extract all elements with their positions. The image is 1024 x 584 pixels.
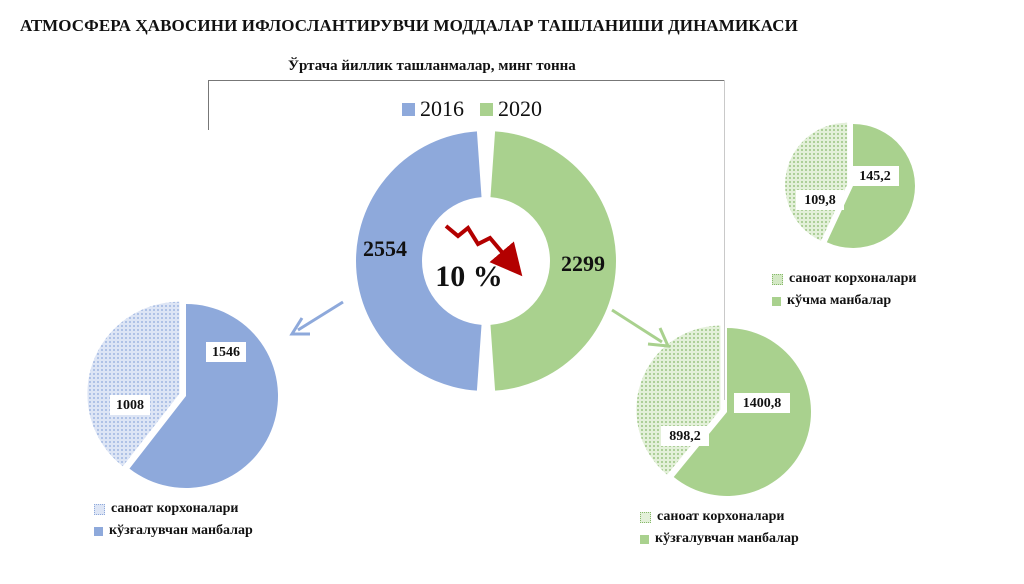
pie-chart-top-right: 109,8 145,2 xyxy=(785,122,916,249)
pie-value-label-mobile-box xyxy=(851,166,899,186)
legend-row: кўзғалувчан манбалар xyxy=(94,520,253,542)
pie-value-label-industry-box xyxy=(661,426,709,446)
legend-label-industry: саноат корхоналари xyxy=(657,509,785,524)
arrow-head-left xyxy=(289,317,310,336)
pie-value-label-industry-box xyxy=(796,190,844,210)
legend-label-2016: 2016 xyxy=(420,96,464,121)
pie-value-label-industry-box xyxy=(110,395,150,415)
frame-divider-right xyxy=(724,80,725,400)
pie-value-label-mobile: 1400,8 xyxy=(743,396,782,411)
page-title: АТМОСФЕРА ҲАВОСИНИ ИФЛОСЛАНТИРУВЧИ МОДДА… xyxy=(20,16,798,35)
legend-bottom-right: саноат корхоналари кўзғалувчан манбалар xyxy=(640,506,799,550)
arrow-to-left-pie xyxy=(297,300,344,332)
legend-swatch-industry xyxy=(640,511,651,523)
legend-row: саноат корхоналари xyxy=(640,506,799,528)
pie-value-label-industry: 1008 xyxy=(116,398,144,413)
legend-label-mobile: кўзғалувчан манбалар xyxy=(655,531,799,546)
donut-value-label-2016: 2554 xyxy=(363,236,407,261)
legend-swatch-mobile xyxy=(772,296,781,306)
legend-swatch-2020 xyxy=(480,102,493,116)
pie-value-label-mobile-box xyxy=(734,393,790,413)
legend-label-mobile: кўчма манбалар xyxy=(787,293,892,308)
legend-label-industry: саноат корхоналари xyxy=(789,271,917,286)
decrease-arrow-icon xyxy=(444,224,523,277)
legend-row: саноат корхоналари xyxy=(94,498,253,520)
connector-arrows xyxy=(289,300,671,348)
legend-item-2020: 2020 xyxy=(480,96,542,122)
legend-label-industry: саноат корхоналари xyxy=(111,501,239,516)
legend-left: саноат корхоналари кўзғалувчан манбалар xyxy=(94,498,253,542)
legend-swatch-industry xyxy=(94,503,105,515)
donut-slice-2020 xyxy=(490,131,616,391)
legend-swatch-industry xyxy=(772,273,783,285)
legend-row: кўчма манбалар xyxy=(772,290,917,312)
legend-top-right: саноат корхоналари кўчма манбалар xyxy=(772,268,917,312)
legend-label-2020: 2020 xyxy=(498,96,542,121)
legend-row: саноат корхоналари xyxy=(772,268,917,290)
donut-chart: 2554 2299 10 % xyxy=(356,131,616,391)
legend-swatch-mobile xyxy=(94,526,103,536)
legend-label-mobile: кўзғалувчан манбалар xyxy=(109,523,253,538)
change-percent-label: 10 % xyxy=(435,260,503,293)
pie-chart-left: 1008 1546 xyxy=(87,301,279,489)
frame-divider-top xyxy=(208,80,724,81)
legend-row: кўзғалувчан манбалар xyxy=(640,528,799,550)
donut-value-label-2020: 2299 xyxy=(561,251,605,276)
chart-subtitle: Ўртача йиллик ташланмалар, минг тонна xyxy=(288,58,576,74)
legend-item-2016: 2016 xyxy=(402,96,464,122)
pie-value-label-mobile: 145,2 xyxy=(859,169,891,184)
frame-divider-left xyxy=(208,80,209,130)
pie-value-label-industry: 109,8 xyxy=(804,193,836,208)
pie-value-label-mobile-box xyxy=(206,342,246,362)
pie-slice-industry xyxy=(785,122,848,241)
pie-slice-industry xyxy=(87,301,180,467)
arrow-to-right-pie xyxy=(611,308,663,344)
pie-slice-industry xyxy=(636,325,721,475)
pie-chart-bottom-right: 898,2 1400,8 xyxy=(636,325,812,497)
legend-swatch-mobile xyxy=(640,534,649,544)
donut-slice-2016 xyxy=(356,131,482,391)
pie-value-label-industry: 898,2 xyxy=(669,429,701,444)
arrow-head-right xyxy=(647,327,671,348)
pie-value-label-mobile: 1546 xyxy=(212,345,240,360)
donut-legend: 2016 2020 xyxy=(402,96,542,122)
legend-swatch-2016 xyxy=(402,102,415,116)
